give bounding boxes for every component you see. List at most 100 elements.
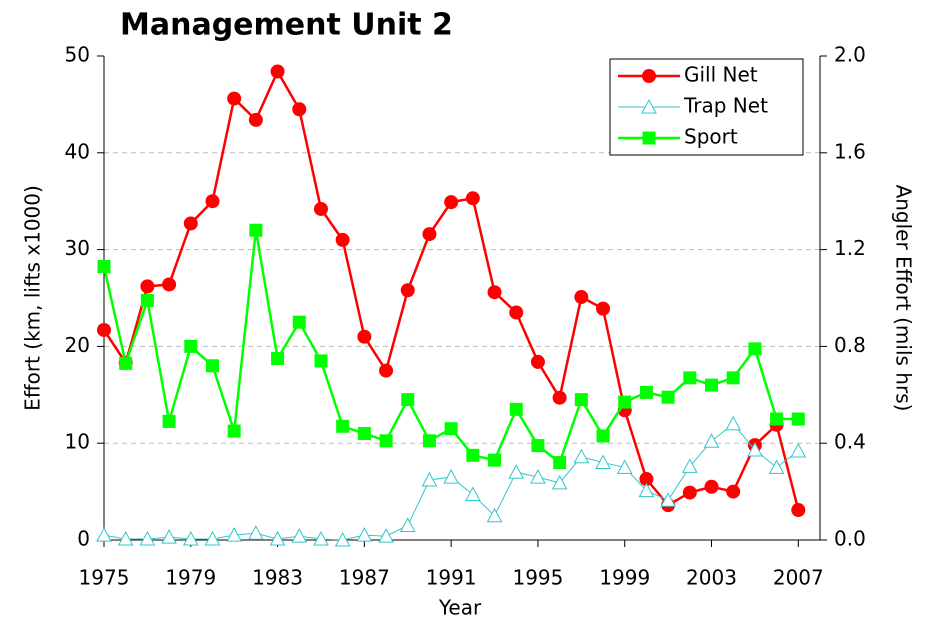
marker [117, 530, 134, 546]
x-axis-label: Year [438, 596, 482, 620]
marker [465, 486, 481, 502]
marker [162, 414, 176, 428]
marker [641, 98, 657, 114]
marker [639, 472, 654, 487]
marker [725, 415, 742, 431]
marker [791, 502, 806, 517]
marker [97, 322, 111, 337]
marker [140, 293, 154, 307]
marker [683, 371, 697, 385]
marker [400, 283, 415, 298]
marker [227, 91, 242, 106]
marker [681, 458, 698, 473]
marker [618, 395, 632, 409]
marker [466, 448, 480, 462]
y2-tick-label: 1.6 [834, 139, 866, 163]
marker [227, 424, 241, 438]
marker [379, 363, 394, 378]
marker [249, 223, 263, 237]
marker [422, 434, 436, 448]
x-tick-label: 2003 [686, 566, 737, 590]
marker [770, 412, 784, 426]
marker [509, 402, 523, 416]
x-tick-label: 1983 [252, 566, 303, 590]
x-tick-label: 2007 [773, 566, 824, 590]
marker [791, 412, 805, 426]
y2-tick-label: 0.8 [834, 333, 866, 357]
y2-tick-label: 0.0 [834, 527, 866, 551]
x-tick-label: 1979 [165, 566, 216, 590]
marker [205, 359, 219, 373]
marker [357, 329, 372, 344]
x-tick-label: 1987 [339, 566, 390, 590]
y-tick-label: 20 [65, 333, 90, 357]
marker [270, 64, 285, 79]
marker [422, 227, 437, 242]
marker [183, 216, 198, 231]
marker [748, 342, 762, 356]
marker [530, 469, 546, 484]
marker [747, 441, 763, 457]
marker [596, 429, 610, 443]
marker [356, 527, 373, 542]
y-axis-label: Effort (km, lifts x1000) [21, 185, 45, 411]
marker [573, 448, 590, 464]
x-tick-label: 1999 [599, 566, 650, 590]
marker [639, 385, 653, 399]
marker [574, 290, 589, 305]
marker [336, 419, 350, 433]
marker [401, 393, 415, 407]
marker [161, 529, 177, 544]
marker [139, 530, 156, 546]
y-tick-label: 0 [77, 527, 90, 551]
marker [661, 390, 675, 404]
marker [642, 69, 656, 83]
marker [96, 527, 112, 542]
marker [616, 459, 633, 474]
marker [551, 474, 568, 490]
marker [553, 456, 567, 470]
marker [726, 371, 740, 385]
marker [204, 530, 221, 546]
marker [552, 390, 567, 405]
marker [465, 191, 480, 206]
marker [642, 131, 656, 145]
marker [488, 453, 502, 467]
marker [335, 232, 350, 247]
marker [248, 112, 263, 127]
marker [291, 528, 308, 543]
y2-tick-label: 2.0 [834, 43, 866, 67]
x-tick-label: 1991 [426, 566, 477, 590]
marker [595, 454, 611, 470]
marker [704, 479, 719, 494]
marker [530, 354, 545, 369]
marker [205, 194, 220, 209]
y-tick-label: 50 [65, 43, 90, 67]
y2-tick-label: 1.2 [834, 236, 866, 260]
marker [660, 492, 676, 507]
marker [768, 459, 785, 474]
marker [421, 471, 438, 487]
marker [574, 393, 588, 407]
marker [378, 528, 394, 543]
marker [334, 531, 351, 547]
x-tick-label: 1975 [79, 566, 130, 590]
legend-label: Trap Net [683, 94, 768, 118]
x-tick-label: 1995 [512, 566, 563, 590]
marker [638, 482, 655, 498]
marker [703, 433, 720, 448]
marker [486, 507, 503, 523]
marker [443, 469, 459, 484]
marker [726, 484, 741, 499]
y2-axis-label: Angler Effort (mils hrs) [892, 185, 916, 412]
marker [509, 305, 524, 320]
marker [97, 260, 111, 274]
marker [248, 525, 264, 540]
marker [313, 201, 328, 216]
marker [292, 102, 307, 117]
marker [444, 422, 458, 436]
marker [596, 301, 611, 316]
marker [357, 427, 371, 441]
